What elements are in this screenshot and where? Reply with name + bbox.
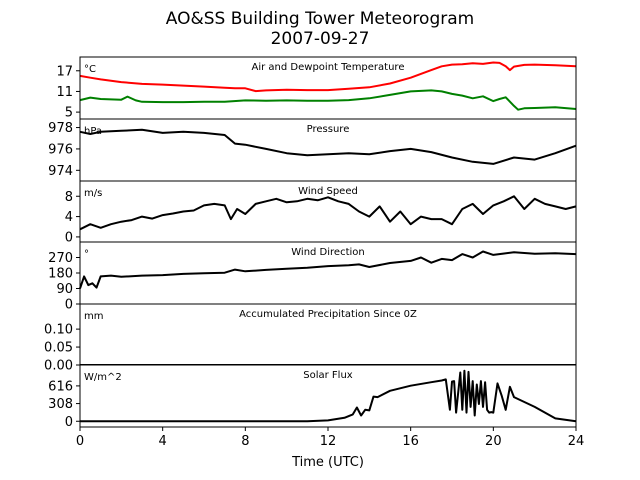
x-tick-label: 12 [320,434,337,449]
series-line-1 [79,61,577,93]
y-tick-label: 974 [48,164,73,179]
y-tick-label: 17 [56,64,73,79]
y-tick-label: 180 [48,267,73,282]
y-tick-label: 616 [48,379,73,394]
panel-unit-label: °C [84,64,96,75]
panel-unit-label: hPa [84,126,102,137]
series-line-1 [79,195,577,231]
panel-background [80,57,576,119]
y-tick-label: 270 [48,251,73,266]
figure-title: AO&SS Building Tower Meteorogram [166,9,474,29]
y-tick-label: 308 [48,397,73,412]
panel-title: Pressure [307,124,350,135]
y-tick-label: 90 [56,282,73,297]
series-line-1 [80,369,577,423]
y-tick-label: 0.05 [44,341,73,356]
panel-background [80,119,576,181]
panel-background [80,304,576,365]
panel-title: Wind Direction [291,247,365,258]
panel-unit-label: ° [84,249,89,260]
panel-title: Accumulated Precipitation Since 0Z [239,309,417,320]
panel-title: Solar Flux [303,370,353,381]
series-line-1 [79,128,577,165]
x-tick-label: 4 [159,434,167,449]
y-tick-label: 978 [48,121,73,136]
figure-subtitle: 2007-09-27 [271,29,370,49]
y-tick-label: 0 [65,298,73,313]
panel-background [80,181,576,242]
panel-6: 0 308 616 0 4 8 12 16 20 24 W/m^2 Solar Flux [48,364,585,449]
panel-unit-label: W/m^2 [84,372,122,383]
y-tick-label: 0.10 [44,323,73,338]
panel-5: 0.00 0.05 0.10 mm Accumulated Precipitation … [44,303,577,374]
panel-2: 974 976 978 hPa Pressure [48,118,577,185]
x-axis-label: Time (UTC) [291,455,364,470]
y-tick-label: 4 [65,210,73,225]
y-tick-label: 5 [65,106,73,121]
panel-background [80,242,576,304]
y-tick-label: 8 [65,190,73,205]
panel-3: 0 4 8 m/s Wind Speed [65,180,577,246]
panel-title: Air and Dewpoint Temperature [252,62,405,73]
x-tick-label: 0 [76,434,84,449]
y-tick-label: 0 [65,230,73,245]
x-tick-label: 20 [485,434,502,449]
y-tick-label: 976 [48,142,73,157]
series-line-2 [79,89,577,111]
x-tick-label: 8 [241,434,249,449]
y-tick-label: 11 [56,85,73,100]
y-tick-label: 0 [65,415,73,430]
y-tick-label: 0.00 [44,359,73,374]
series-line-1 [79,250,577,289]
x-tick-label: 16 [402,434,419,449]
panel-unit-label: m/s [84,188,102,199]
x-tick-label: 24 [568,434,585,449]
panel-background [80,365,576,427]
panel-unit-label: mm [84,311,103,322]
panel-1: 5 11 17 °C Air and Dewpoint Temperature [56,56,577,123]
panel-title: Wind Speed [298,186,358,197]
